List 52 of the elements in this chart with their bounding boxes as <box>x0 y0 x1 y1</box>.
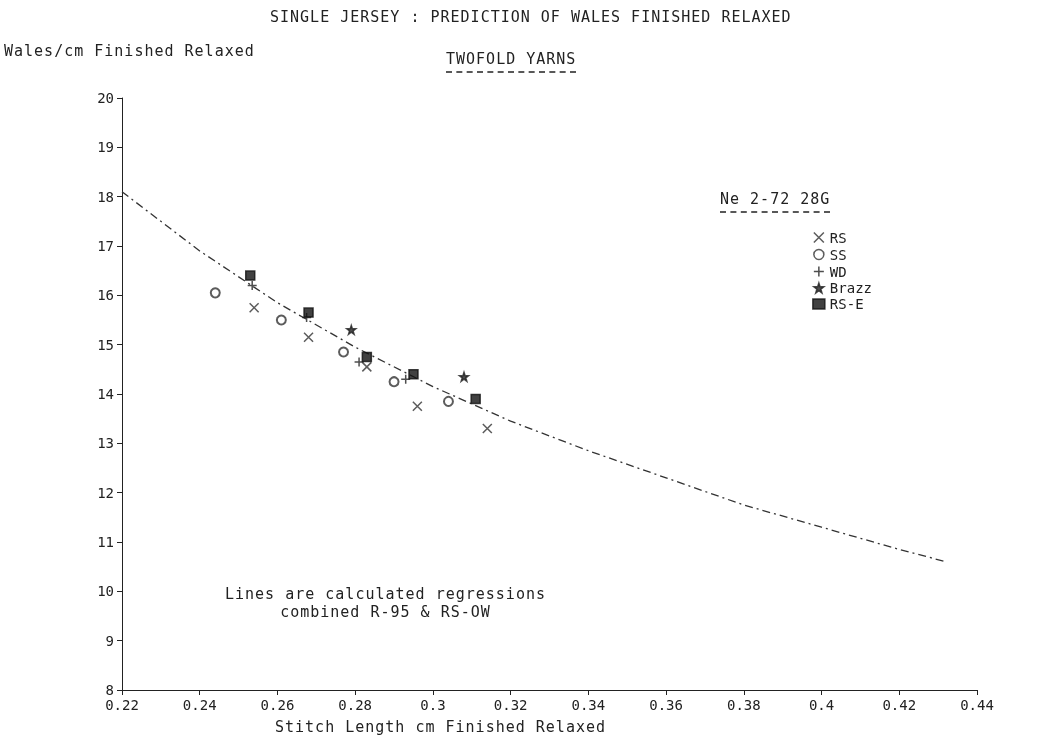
legend-label: Brazz <box>829 280 873 296</box>
y-tick-label: 12 <box>97 484 114 501</box>
y-tick-label: 13 <box>97 435 114 452</box>
point <box>442 395 454 407</box>
y-tick-label: 15 <box>97 336 114 353</box>
point <box>338 346 350 358</box>
x-tick-label: 0.24 <box>182 697 217 713</box>
y-tick-label: 8 <box>105 682 114 698</box>
point <box>408 369 419 380</box>
point <box>303 332 314 343</box>
point <box>245 270 256 281</box>
y-tick-label: 16 <box>97 287 114 304</box>
x-tick-label: 0.3 <box>420 697 446 713</box>
y-tick-label: 9 <box>105 632 114 649</box>
y-tick-label: 17 <box>97 238 114 254</box>
y-tick-label: 10 <box>97 583 114 600</box>
x-tick-label: 0.22 <box>105 697 139 713</box>
y-tick-label: 19 <box>97 139 114 156</box>
x-tick-label: 0.28 <box>338 697 373 713</box>
x-tick-label: 0.44 <box>960 697 994 713</box>
point <box>361 351 373 363</box>
x-tick-label: 0.4 <box>808 697 835 713</box>
point <box>470 393 481 405</box>
legend-label: WD <box>829 263 847 280</box>
x-axis-title: Stitch Length cm Finished Relaxed <box>275 718 607 736</box>
point <box>482 423 493 434</box>
y-tick-label: 11 <box>97 534 114 550</box>
point <box>361 361 373 373</box>
x-tick-label: 0.32 <box>493 697 528 713</box>
legend-label: RS <box>829 229 847 246</box>
point <box>303 307 314 318</box>
x-tick-label: 0.34 <box>571 697 606 713</box>
chart-title: SINGLE JERSEY : PREDICTION OF WALES FINISHED RELAXED <box>270 8 792 26</box>
y-tick-label: 14 <box>97 386 114 402</box>
point <box>246 280 258 291</box>
legend-label: SS <box>829 246 847 263</box>
point <box>248 302 260 313</box>
point <box>388 376 400 388</box>
point <box>275 314 287 326</box>
y-tick-label: 20 <box>97 90 114 106</box>
x-tick-label: 0.36 <box>649 697 683 713</box>
x-tick-label: 0.42 <box>882 697 917 713</box>
point <box>209 287 221 299</box>
legend-label: RS-E <box>829 296 864 312</box>
x-tick-label: 0.38 <box>726 697 761 713</box>
annotation: Lines are calculated regressions combined R-95 & RS-OW <box>225 585 546 621</box>
line-series <box>121 191 947 563</box>
point <box>412 401 423 412</box>
y-tick-label: 18 <box>97 188 114 205</box>
y-axis-title: Wales/cm Finished Relaxed <box>4 42 255 60</box>
x-tick-label: 0.26 <box>260 697 295 713</box>
point <box>353 356 365 368</box>
